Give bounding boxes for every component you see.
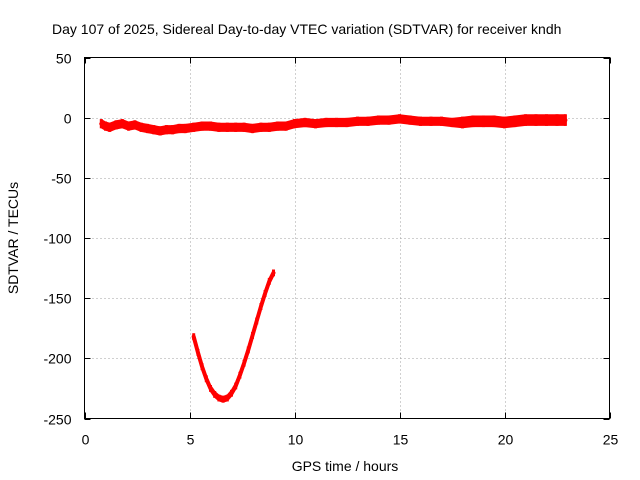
y-tick-label-6: -250	[43, 412, 71, 428]
series-1	[191, 269, 276, 403]
y-tick-label-1: 0	[64, 111, 72, 127]
chart-title: Day 107 of 2025, Sidereal Day-to-day VTE…	[52, 21, 561, 37]
y-axis-label: SDTVAR / TECUs	[5, 182, 21, 294]
x-tick-label-3: 15	[393, 432, 409, 448]
axis-ticks	[84, 57, 611, 420]
y-tick-label-2: -50	[51, 171, 71, 187]
x-tick-label-2: 10	[288, 432, 304, 448]
x-axis-label: GPS time / hours	[292, 458, 399, 474]
y-tick-label-3: -100	[43, 231, 71, 247]
x-tick-label-1: 5	[187, 432, 195, 448]
y-tick-label-0: 50	[56, 51, 72, 67]
grid	[84, 57, 610, 419]
tick-labels: 50 0 -50 -100 -150 -200 -250 0 5 10 15 20 25	[43, 51, 618, 448]
x-tick-label-4: 20	[498, 432, 514, 448]
y-tick-label-5: -200	[43, 351, 71, 367]
series-0	[99, 114, 568, 136]
plot-area	[99, 114, 568, 403]
plot-frame	[84, 57, 610, 419]
y-tick-label-4: -150	[43, 291, 71, 307]
x-tick-label-5: 25	[603, 432, 619, 448]
x-tick-label-0: 0	[82, 432, 90, 448]
